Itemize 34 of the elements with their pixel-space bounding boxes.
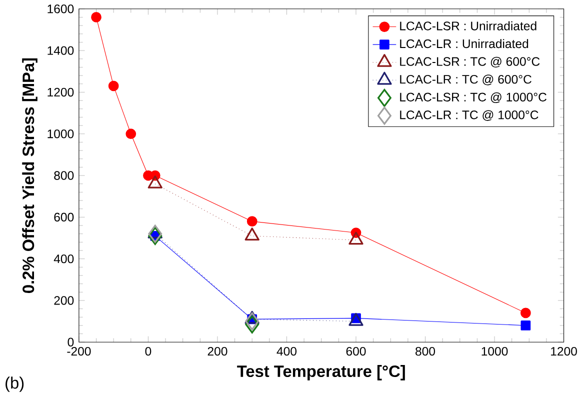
text: (b): [6, 376, 24, 392]
point: [245, 315, 260, 334]
y-axis-title: 0.2% Offset Yield Stress [MPa]: [22, 58, 38, 293]
legend-label: LCAC-LR : TC @ 1000°C: [400, 110, 538, 121]
y-tick-label: 1000: [48, 129, 74, 138]
point: [245, 312, 260, 330]
y-tick-label: 400: [54, 254, 74, 263]
y-tick-label: 1200: [48, 88, 74, 96]
y-tick-label: 200: [54, 296, 74, 305]
legend-label: LCAC-LSR : TC @ 1000°C: [400, 92, 546, 103]
x-tick-label: 400: [276, 346, 297, 356]
legend-label: LCAC-LSR : Unirradiated: [400, 21, 536, 30]
legend-label: LCAC-LR : Unirradiated: [400, 38, 528, 48]
x-tick-label: 600: [346, 346, 366, 356]
x-tick-label: -200: [67, 346, 91, 356]
y-tick-label: 600: [54, 212, 74, 222]
point: [91, 12, 102, 22]
x-tick-label: 0: [145, 346, 152, 356]
x-tick-label: 1200: [551, 346, 577, 356]
x-tick-label: 1000: [482, 346, 508, 356]
y-tick-label: 0: [68, 338, 74, 346]
point: [520, 320, 531, 330]
y-tick-label: 1600: [48, 4, 74, 14]
y-tick-label: 1400: [48, 46, 74, 55]
x-tick-label: 800: [416, 346, 436, 356]
point: [520, 308, 531, 318]
point: [108, 80, 119, 91]
legend-label: LCAC-LR : TC @ 600°C: [400, 74, 532, 86]
x-axis-title: Test Temperature [°C]: [237, 364, 405, 380]
y-tick-label: 800: [54, 170, 74, 180]
x-tick-label: 200: [208, 346, 228, 356]
point: [246, 216, 258, 226]
point: [126, 128, 136, 139]
legend-label: LCAC-LSR : TC @ 600°C: [400, 56, 540, 68]
